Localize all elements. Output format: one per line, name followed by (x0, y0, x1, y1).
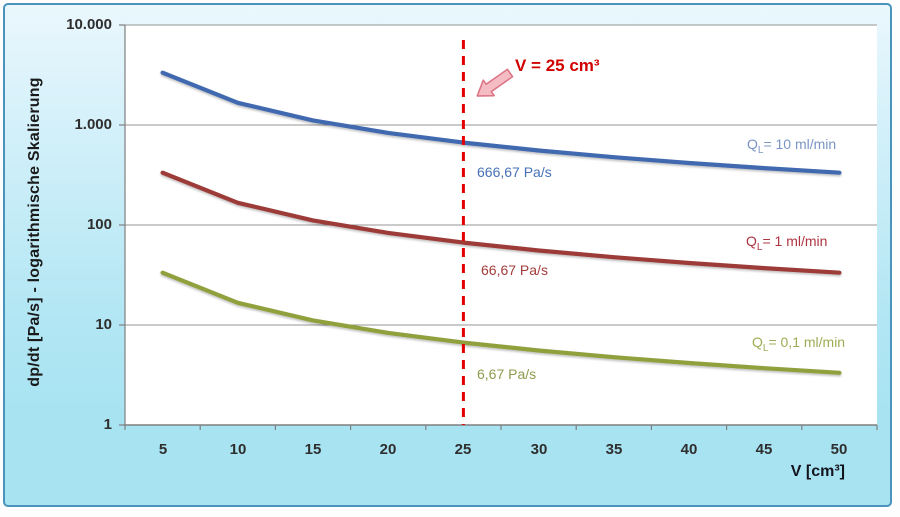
series-line (160, 70, 842, 175)
series-label-10ml: QL= 10 ml/min (747, 136, 837, 156)
x-tick-label: 20 (379, 441, 397, 458)
x-tick-label: 15 (304, 441, 322, 458)
y-tick-label: 1 (103, 416, 112, 433)
x-tick-label: 35 (605, 441, 623, 458)
x-tick-label: 25 (454, 441, 472, 458)
reference-annotation: V = 25 cm³ (515, 56, 600, 75)
x-tick-label: 5 (158, 441, 168, 458)
series-label-01ml: QL= 0,1 ml/min (752, 334, 846, 354)
x-tick-label: 50 (830, 441, 848, 458)
series-line (160, 270, 842, 375)
x-axis-title: V [cm³] (790, 463, 845, 480)
value-label-red: 66,67 Pa/s (481, 262, 548, 278)
x-tick-label: 45 (755, 441, 773, 458)
x-tick-label: 30 (530, 441, 548, 458)
y-tick-label: 10 (95, 316, 112, 333)
series-label-1ml: QL= 1 ml/min (746, 233, 828, 253)
y-tick-label: 1.000 (74, 116, 112, 133)
series-line (160, 170, 842, 275)
x-tick-label: 10 (229, 441, 247, 458)
value-label-green: 6,67 Pa/s (477, 366, 537, 382)
annotation-arrow-icon (476, 68, 514, 97)
value-label-blue: 666,67 Pa/s (477, 164, 552, 180)
x-tick-label: 40 (680, 441, 698, 458)
y-tick-label: 10.000 (66, 16, 112, 33)
y-tick-label: 100 (86, 216, 112, 233)
